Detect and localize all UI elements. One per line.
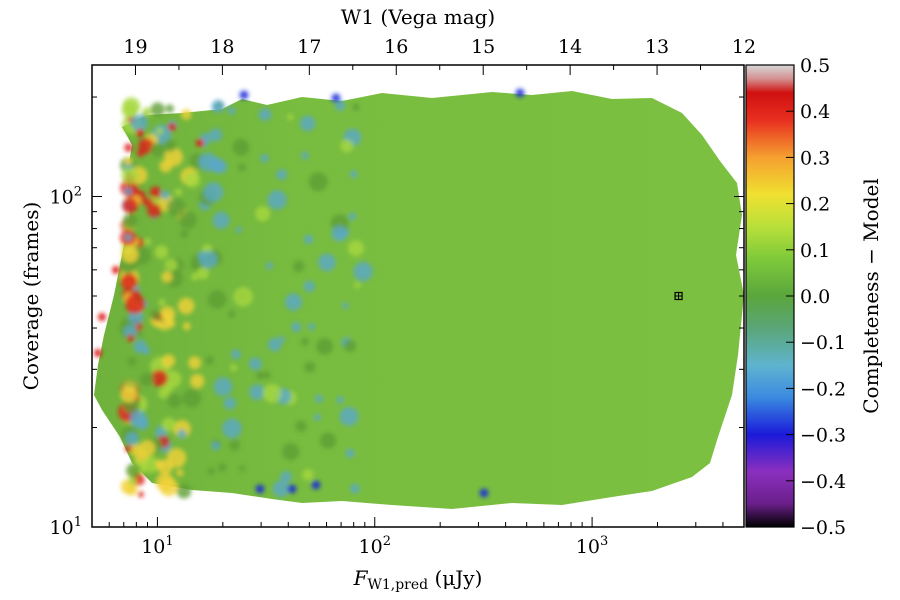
heatmap-layer <box>94 88 744 509</box>
data-marker <box>674 291 683 301</box>
left-axis: 101 102 <box>50 96 102 539</box>
x-axis-title: FW1,pred (μJy) <box>353 566 483 593</box>
top-tick-label: 16 <box>384 36 408 58</box>
colorbar-tick-label: −0.5 <box>800 517 846 539</box>
colorbar-tick-label: 0.4 <box>800 101 830 123</box>
colorbar-tick-label: −0.1 <box>800 332 846 354</box>
plot-area <box>91 64 745 528</box>
y-tick-label: 101 <box>50 515 82 539</box>
y-tick-label: 102 <box>50 185 82 209</box>
colorbar-tick-label: −0.2 <box>800 378 846 400</box>
colorbar: −0.5 −0.4 −0.3 −0.2 −0.1 0.0 0.1 0.2 0.3 0.4 0.5 C… <box>745 55 883 539</box>
top-tick-label: 15 <box>471 36 495 58</box>
x-tick-label: 101 <box>141 534 173 558</box>
bottom-axis: 101 102 103 <box>91 517 745 558</box>
top-axis: 19 18 17 16 15 14 13 12 <box>91 36 756 75</box>
top-tick-label: 12 <box>732 36 756 58</box>
colorbar-tick-label: 0.3 <box>800 147 830 169</box>
top-tick-label: 13 <box>645 36 669 58</box>
colorbar-title: Completeness − Model <box>859 178 883 414</box>
right-axis <box>734 96 744 528</box>
top-tick-label: 14 <box>558 36 582 58</box>
colorbar-tick-label: 0.0 <box>800 286 830 308</box>
x-tick-label: 102 <box>359 534 391 558</box>
top-tick-label: 19 <box>123 36 147 58</box>
x-tick-label: 103 <box>576 534 608 558</box>
heatmap-noise <box>94 88 525 499</box>
heatmap-field <box>94 91 744 509</box>
top-axis-title: W1 (Vega mag) <box>341 5 495 29</box>
y-axis-title: Coverage (frames) <box>19 202 43 391</box>
colorbar-ticks: −0.5 −0.4 −0.3 −0.2 −0.1 0.0 0.1 0.2 0.3 0.4 0.5 <box>786 55 846 539</box>
colorbar-tick-label: −0.4 <box>800 471 846 493</box>
top-tick-label: 18 <box>210 36 234 58</box>
top-tick-label: 17 <box>297 36 321 58</box>
colorbar-tick-label: −0.3 <box>800 425 846 447</box>
colorbar-tick-label: 0.5 <box>800 55 830 77</box>
colorbar-tick-label: 0.1 <box>800 240 830 262</box>
colorbar-tick-label: 0.2 <box>800 194 830 216</box>
